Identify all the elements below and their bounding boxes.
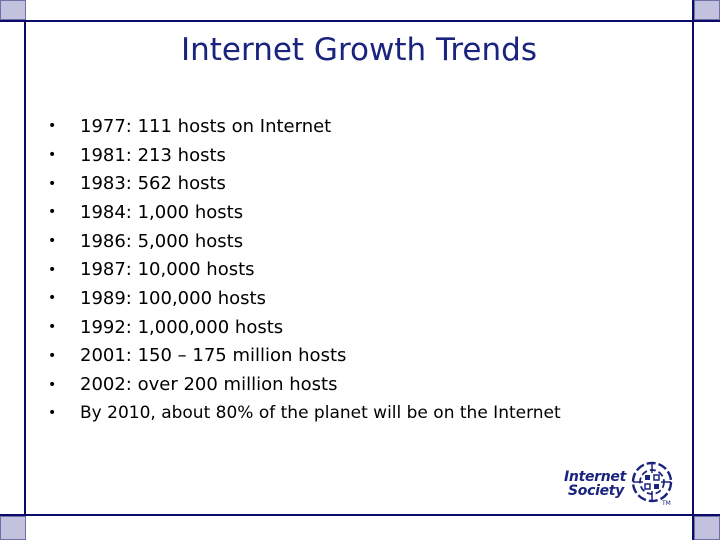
bullet-icon: • [48,233,57,250]
bullet-item: • 2001: 150 – 175 million hosts [48,342,561,371]
frame-top-line [0,20,720,22]
internet-society-logo: Internet Society TM [562,458,680,510]
bullet-item: • 1987: 10,000 hosts [48,255,561,284]
bullet-list: • 1977: 111 hosts on Internet • 1981: 213 … [48,112,561,428]
logo-text-society: Society [568,483,625,499]
bullet-icon: • [48,204,57,221]
bullet-text: 1987: 10,000 hosts [80,259,255,281]
corner-square-top-right [694,0,720,20]
frame-bottom-line [0,514,720,516]
bullet-item: • By 2010, about 80% of the planet will b… [48,399,561,428]
bullet-icon: • [48,347,57,364]
corner-square-bottom-left [0,516,26,540]
bullet-icon: • [48,319,57,336]
bullet-text: 1983: 562 hosts [80,173,226,195]
bullet-item: • 1989: 100,000 hosts [48,284,561,313]
bullet-item: • 1984: 1,000 hosts [48,198,561,227]
trademark-mark: TM [662,500,671,507]
bullet-item: • 1986: 5,000 hosts [48,227,561,256]
bullet-icon: • [48,118,57,135]
bullet-item: • 1981: 213 hosts [48,141,561,170]
slide-title: Internet Growth Trends [180,32,537,68]
bullet-text: 1992: 1,000,000 hosts [80,316,284,338]
frame-left-line [24,0,26,540]
bullet-text: 1986: 5,000 hosts [80,230,244,252]
corner-square-top-left [0,0,26,20]
bullet-text: 1981: 213 hosts [80,144,226,166]
globe-network-icon [631,461,673,503]
bullet-text: 1989: 100,000 hosts [80,287,266,309]
logo-text-internet: Internet [564,469,627,485]
frame-right-line [692,0,694,540]
bullet-icon: • [48,175,57,192]
bullet-item: • 1977: 111 hosts on Internet [48,112,561,141]
corner-square-bottom-right [694,516,720,540]
bullet-item: • 1983: 562 hosts [48,169,561,198]
bullet-icon: • [48,147,57,164]
bullet-icon: • [48,405,57,422]
bullet-text: 2002: over 200 million hosts [80,374,338,396]
bullet-item: • 2002: over 200 million hosts [48,370,561,399]
bullet-icon: • [48,376,57,393]
bullet-text: By 2010, about 80% of the planet will be… [80,403,561,424]
bullet-text: 1977: 111 hosts on Internet [80,115,332,137]
bullet-icon: • [48,290,57,307]
bullet-text: 1984: 1,000 hosts [80,201,244,223]
bullet-text: 2001: 150 – 175 million hosts [80,345,347,367]
bullet-icon: • [48,261,57,278]
bullet-item: • 1992: 1,000,000 hosts [48,313,561,342]
